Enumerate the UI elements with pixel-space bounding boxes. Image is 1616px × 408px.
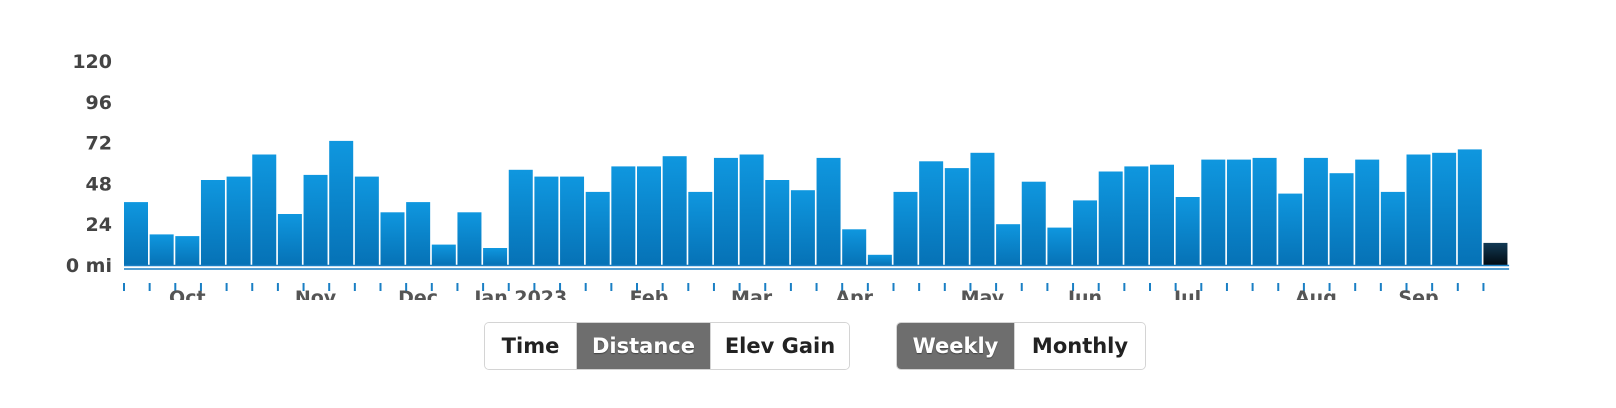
bar-week-50[interactable] bbox=[1380, 191, 1405, 265]
bar-week-37[interactable] bbox=[1047, 227, 1072, 265]
x-tick-label: Jun bbox=[1066, 287, 1102, 300]
period-toggle-group: Weekly Monthly bbox=[896, 322, 1146, 370]
bar-week-7[interactable] bbox=[277, 214, 302, 265]
bar-week-28[interactable] bbox=[816, 157, 841, 265]
bar-week-5[interactable] bbox=[226, 176, 251, 265]
bar-week-10[interactable] bbox=[354, 176, 379, 265]
x-tick-label: Dec bbox=[398, 287, 438, 300]
time-button[interactable]: Time bbox=[485, 323, 577, 369]
x-tick-label: Sep bbox=[1398, 287, 1438, 300]
bar-week-30[interactable] bbox=[867, 254, 892, 265]
x-tick-label: Feb bbox=[630, 287, 669, 300]
bar-week-6[interactable] bbox=[252, 154, 277, 266]
x-tick-label: Aug bbox=[1295, 287, 1337, 300]
bar-week-8[interactable] bbox=[303, 174, 328, 265]
x-tick-label: Mar bbox=[731, 287, 773, 300]
bar-week-29[interactable] bbox=[842, 229, 867, 265]
monthly-button[interactable]: Monthly bbox=[1015, 323, 1145, 369]
bar-week-26[interactable] bbox=[765, 180, 790, 265]
bar-week-53[interactable] bbox=[1457, 149, 1482, 265]
bar-week-4[interactable] bbox=[200, 180, 225, 265]
bar-week-48[interactable] bbox=[1329, 173, 1354, 265]
y-tick-label: 0 mi bbox=[66, 255, 112, 277]
y-tick-label: 120 bbox=[72, 51, 112, 73]
bar-week-13[interactable] bbox=[431, 244, 456, 265]
bar-week-32[interactable] bbox=[919, 161, 944, 265]
y-tick-label: 72 bbox=[86, 133, 112, 155]
bar-current-week[interactable] bbox=[1483, 242, 1508, 265]
bar-week-41[interactable] bbox=[1150, 164, 1174, 265]
weekly-distance-chart: 0 mi 24 48 72 96 120 Oct Nov Dec Jan 2023 Feb Mar A… bbox=[66, 51, 1510, 300]
bar-week-19[interactable] bbox=[585, 191, 610, 265]
bar-week-46[interactable] bbox=[1278, 193, 1303, 265]
bar-week-24[interactable] bbox=[713, 157, 738, 265]
bar-week-2[interactable] bbox=[149, 234, 174, 265]
y-tick-label: 48 bbox=[86, 173, 112, 195]
weekly-button[interactable]: Weekly bbox=[897, 323, 1015, 369]
bar-week-40[interactable] bbox=[1124, 166, 1149, 265]
x-tick-label: Jul bbox=[1172, 287, 1201, 300]
bar-week-44[interactable] bbox=[1226, 159, 1251, 265]
bar-week-18[interactable] bbox=[560, 176, 585, 265]
bar-week-12[interactable] bbox=[406, 202, 431, 265]
bar-week-39[interactable] bbox=[1098, 171, 1123, 266]
bar-week-31[interactable] bbox=[893, 191, 918, 265]
elev-gain-button[interactable]: Elev Gain bbox=[711, 323, 849, 369]
x-tick-label: Oct bbox=[169, 287, 206, 300]
bar-week-47[interactable] bbox=[1303, 157, 1328, 265]
bar-week-1[interactable] bbox=[124, 202, 148, 265]
bar-week-38[interactable] bbox=[1073, 200, 1098, 265]
bar-week-3[interactable] bbox=[175, 236, 200, 265]
bar-week-14[interactable] bbox=[457, 212, 482, 265]
bar-week-25[interactable] bbox=[739, 154, 764, 266]
bar-week-15[interactable] bbox=[483, 248, 508, 265]
bar-week-36[interactable] bbox=[1021, 181, 1046, 265]
x-tick-label: Jan 2023 bbox=[472, 287, 567, 300]
distance-button[interactable]: Distance bbox=[577, 323, 711, 369]
bar-week-43[interactable] bbox=[1201, 159, 1226, 265]
bar-week-52[interactable] bbox=[1432, 152, 1457, 265]
bar-week-11[interactable] bbox=[380, 212, 405, 265]
bar-week-49[interactable] bbox=[1355, 159, 1380, 265]
bar-week-51[interactable] bbox=[1406, 154, 1431, 266]
bar-week-20[interactable] bbox=[611, 166, 636, 265]
bar-week-22[interactable] bbox=[662, 156, 687, 265]
x-axis-baseline bbox=[124, 264, 1510, 270]
bar-series[interactable] bbox=[124, 140, 1508, 266]
bar-week-21[interactable] bbox=[637, 166, 661, 265]
bar-week-35[interactable] bbox=[996, 224, 1021, 265]
bar-week-9[interactable] bbox=[329, 140, 354, 265]
bar-week-17[interactable] bbox=[534, 176, 559, 265]
bar-week-42[interactable] bbox=[1175, 197, 1200, 265]
y-axis: 0 mi 24 48 72 96 120 bbox=[66, 51, 112, 277]
bar-week-16[interactable] bbox=[508, 169, 533, 265]
bar-week-23[interactable] bbox=[688, 191, 713, 265]
bar-week-34[interactable] bbox=[970, 152, 995, 265]
bar-week-27[interactable] bbox=[790, 190, 815, 265]
x-tick-label: Nov bbox=[295, 287, 337, 300]
x-tick-label: May bbox=[961, 287, 1005, 300]
metric-toggle-group: Time Distance Elev Gain bbox=[484, 322, 850, 370]
y-tick-label: 96 bbox=[86, 92, 112, 114]
bar-week-45[interactable] bbox=[1252, 157, 1277, 265]
y-tick-label: 24 bbox=[86, 214, 112, 236]
bar-week-33[interactable] bbox=[944, 168, 969, 265]
x-axis: Oct Nov Dec Jan 2023 Feb Mar Apr May Jun Jul Aug Se… bbox=[123, 283, 1485, 300]
x-tick-label: Apr bbox=[835, 287, 873, 300]
